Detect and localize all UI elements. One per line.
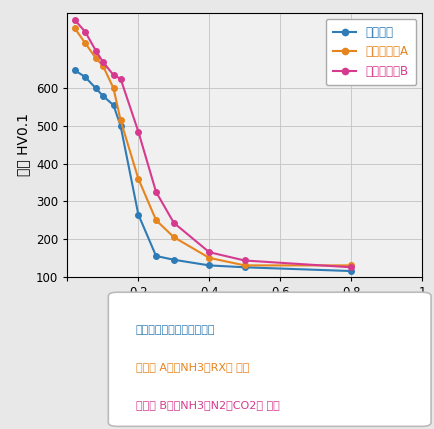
浸炭処理: [72, 68, 77, 73]
ガス軟窒化A: [111, 86, 116, 91]
ガス軟窒化A: [241, 263, 247, 268]
浸炭処理: [111, 103, 116, 108]
ガス軟窒化B: [241, 258, 247, 263]
ガス軟窒化A: [348, 263, 353, 268]
浸炭処理: [100, 93, 105, 98]
ガス軟窒化B: [206, 250, 211, 255]
Text: 試験片：平板テストピース: 試験片：平板テストピース: [135, 325, 215, 335]
ガス軟窒化B: [118, 76, 123, 82]
ガス軟窒化A: [100, 63, 105, 68]
浸炭処理: [82, 74, 88, 79]
浸炭処理: [135, 212, 141, 217]
ガス軟窒化B: [171, 220, 176, 225]
ガス軟窒化A: [72, 25, 77, 30]
ガス軟窒化B: [135, 129, 141, 134]
ガス軟窒化B: [348, 265, 353, 270]
ガス軟窒化B: [72, 17, 77, 22]
Line: 浸炭処理: 浸炭処理: [72, 67, 353, 274]
ガス軟窒化A: [153, 218, 158, 223]
浸炭処理: [348, 269, 353, 274]
浸炭処理: [241, 265, 247, 270]
ガス軟窒化B: [153, 189, 158, 194]
Y-axis label: 硬度 HV0.1: 硬度 HV0.1: [16, 113, 30, 176]
ガス軟窒化A: [135, 176, 141, 181]
ガス軟窒化A: [206, 255, 211, 260]
Legend: 浸炭処理, ガス軟窒化A, ガス軟窒化B: 浸炭処理, ガス軟窒化A, ガス軟窒化B: [325, 19, 415, 85]
ガス軟窒化B: [100, 59, 105, 64]
浸炭処理: [153, 254, 158, 259]
Text: 軟窒化 B：（NH3＋N2＋CO2） ガス: 軟窒化 B：（NH3＋N2＋CO2） ガス: [135, 400, 279, 410]
ガス軟窒化B: [111, 73, 116, 78]
浸炭処理: [171, 257, 176, 262]
ガス軟窒化A: [118, 118, 123, 123]
Line: ガス軟窒化A: ガス軟窒化A: [72, 25, 353, 268]
ガス軟窒化A: [93, 55, 98, 60]
ガス軟窒化B: [93, 48, 98, 53]
浸炭処理: [93, 86, 98, 91]
浸炭処理: [118, 124, 123, 129]
浸炭処理: [206, 263, 211, 268]
Text: 軟窒化 A：（NH3＋RX） ガス: 軟窒化 A：（NH3＋RX） ガス: [135, 362, 249, 372]
Line: ガス軟窒化B: ガス軟窒化B: [72, 17, 353, 270]
FancyBboxPatch shape: [108, 292, 430, 426]
ガス軟窒化A: [82, 40, 88, 45]
X-axis label: 表面からの深さ（mm）: 表面からの深さ（mm）: [193, 304, 295, 318]
ガス軟窒化B: [82, 29, 88, 34]
ガス軟窒化A: [171, 235, 176, 240]
